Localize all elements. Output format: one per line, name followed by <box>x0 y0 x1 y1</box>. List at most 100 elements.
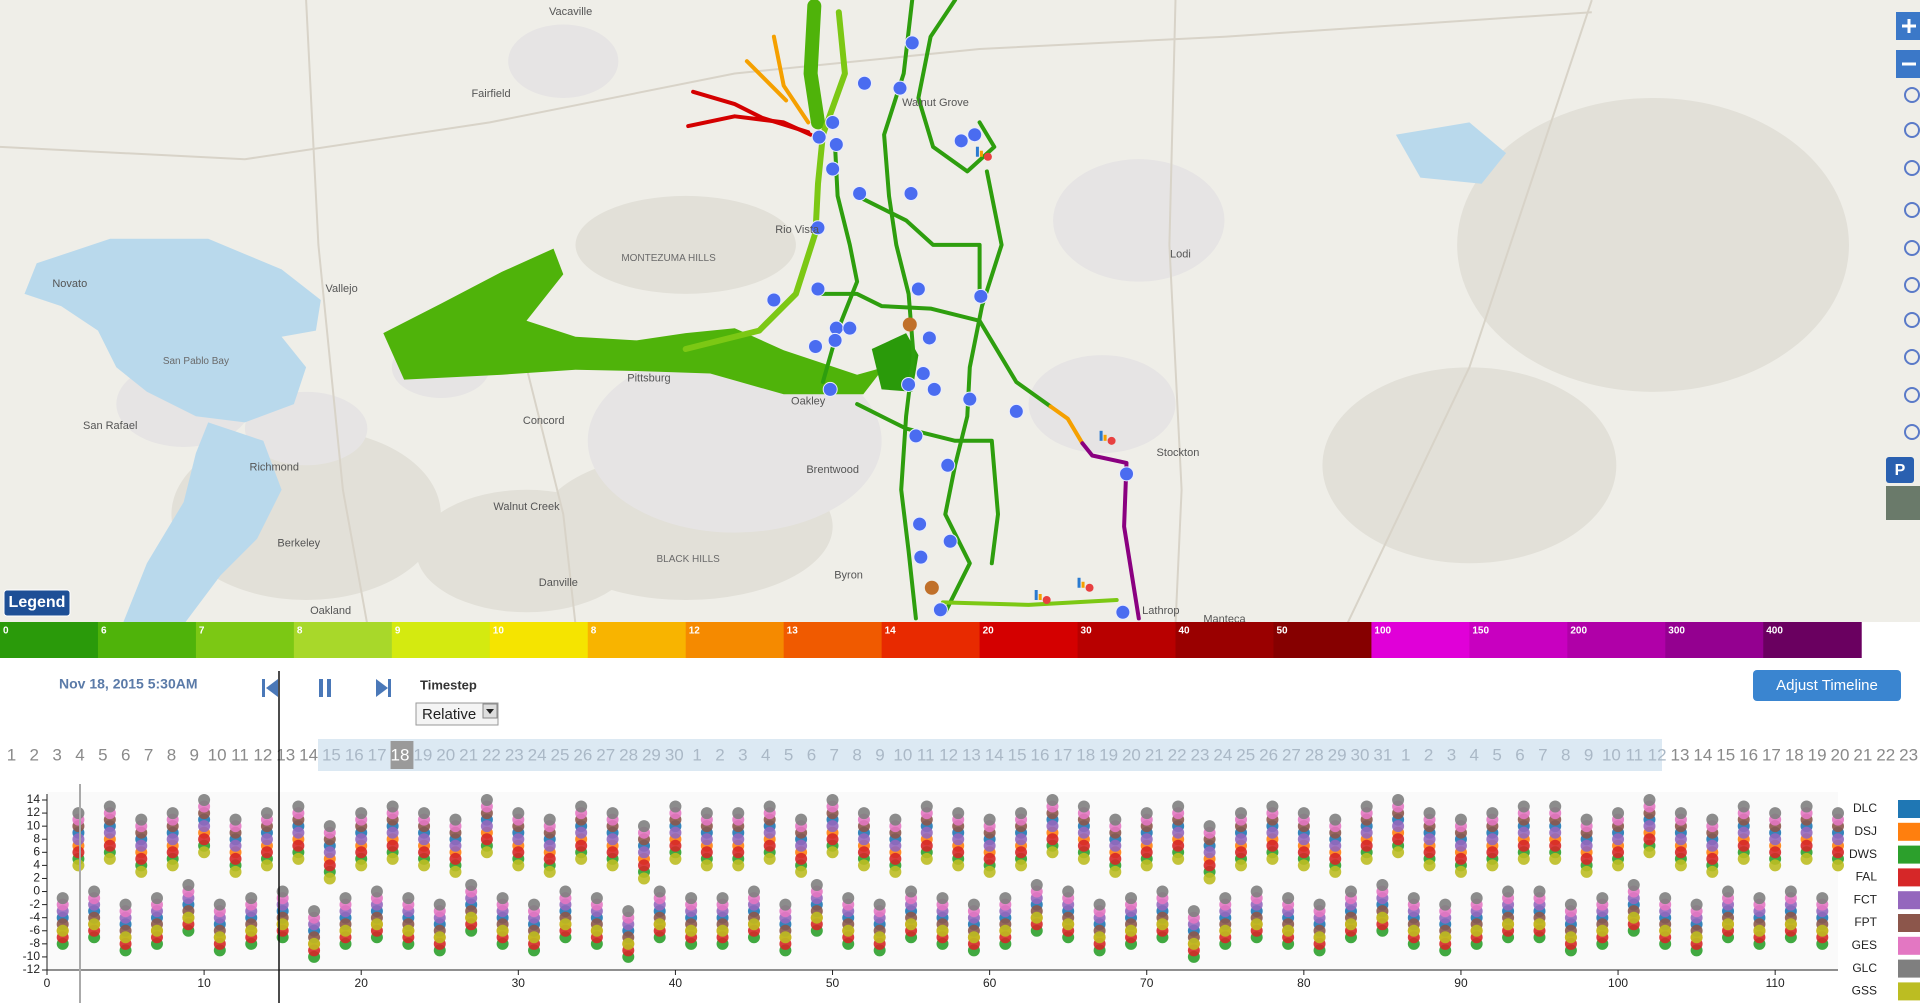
timeline-day[interactable]: 8 <box>852 745 861 764</box>
timeline-day[interactable]: 18 <box>1785 745 1804 764</box>
gate-marker[interactable] <box>924 580 939 595</box>
station-marker[interactable] <box>901 376 917 392</box>
timestep-select[interactable] <box>415 702 499 726</box>
station-marker[interactable] <box>967 127 983 143</box>
station-marker[interactable] <box>908 428 924 444</box>
timeline-day[interactable]: 5 <box>784 745 793 764</box>
tool-icon[interactable] <box>1904 277 1920 293</box>
timeline-day[interactable]: 14 <box>1693 745 1712 764</box>
timeline-day[interactable]: 10 <box>1602 745 1621 764</box>
station-marker[interactable] <box>973 288 989 304</box>
timeline-day[interactable]: 22 <box>1876 745 1895 764</box>
station-marker[interactable] <box>913 549 929 565</box>
timeline-day[interactable]: 8 <box>167 745 176 764</box>
timeline-day[interactable]: 4 <box>761 745 770 764</box>
station-marker[interactable] <box>810 220 826 236</box>
station-marker[interactable] <box>842 320 858 336</box>
timeline-day[interactable]: 26 <box>1259 745 1278 764</box>
station-marker[interactable] <box>827 332 843 348</box>
timeline-day[interactable]: 20 <box>436 745 455 764</box>
station-marker[interactable] <box>825 161 841 177</box>
timeline-day[interactable]: 22 <box>482 745 501 764</box>
timeline-day[interactable]: 4 <box>1470 745 1479 764</box>
tool-icon[interactable] <box>1904 122 1920 138</box>
station-marker[interactable] <box>810 281 826 297</box>
timeline-day[interactable]: 28 <box>1305 745 1324 764</box>
station-marker[interactable] <box>852 185 868 201</box>
timeline-day[interactable]: 17 <box>1762 745 1781 764</box>
timeline-day[interactable]: 20 <box>1122 745 1141 764</box>
tool-icon[interactable] <box>1904 387 1920 403</box>
timeline-day[interactable]: 6 <box>1515 745 1524 764</box>
station-marker[interactable] <box>962 391 978 407</box>
station-marker[interactable] <box>904 35 920 51</box>
station-marker[interactable] <box>903 185 919 201</box>
tool-icon[interactable] <box>1904 240 1920 256</box>
timeline-day[interactable]: 22 <box>1168 745 1187 764</box>
timeline-day[interactable]: 15 <box>1008 745 1027 764</box>
timeline-day[interactable]: 19 <box>1808 745 1827 764</box>
station-marker[interactable] <box>910 281 926 297</box>
station-marker[interactable] <box>940 457 956 473</box>
timeline-day[interactable]: 7 <box>830 745 839 764</box>
timeline-day[interactable]: 13 <box>962 745 981 764</box>
timeline-day[interactable]: 14 <box>299 745 318 764</box>
timeline-day[interactable]: 7 <box>1538 745 1547 764</box>
station-marker[interactable] <box>915 365 931 381</box>
station-marker[interactable] <box>932 602 948 618</box>
station-marker[interactable] <box>912 516 928 532</box>
station-marker[interactable] <box>921 330 937 346</box>
station-marker[interactable] <box>942 533 958 549</box>
gate-marker[interactable] <box>902 317 917 332</box>
timeline-day[interactable]: 17 <box>368 745 387 764</box>
timeline-day[interactable]: 20 <box>1831 745 1850 764</box>
timeline-day[interactable]: 28 <box>619 745 638 764</box>
map[interactable]: Vacaville Fairfield Vallejo Novato San Rafae… <box>0 0 1920 625</box>
station-marker[interactable] <box>953 133 969 149</box>
timeline-day[interactable]: 25 <box>1236 745 1255 764</box>
station-marker[interactable] <box>766 292 782 308</box>
tool-icon[interactable] <box>1904 87 1920 103</box>
timeline-day[interactable]: 6 <box>121 745 130 764</box>
timeline-day[interactable]: 9 <box>1584 745 1593 764</box>
station-marker[interactable] <box>1115 604 1131 620</box>
station-marker[interactable] <box>822 381 838 397</box>
timeline-day[interactable]: 10 <box>208 745 227 764</box>
timeline-day[interactable]: 31 <box>1373 745 1392 764</box>
timeline-day[interactable]: 2 <box>1424 745 1433 764</box>
timeline-day[interactable]: 3 <box>52 745 61 764</box>
timeline-day[interactable]: 15 <box>322 745 341 764</box>
station-marker[interactable] <box>892 80 908 96</box>
basemap-thumb[interactable] <box>1886 486 1920 520</box>
timeline-day[interactable]: 9 <box>875 745 884 764</box>
timeline-day[interactable]: 18 <box>391 745 410 764</box>
timeline-day[interactable]: 1 <box>7 745 16 764</box>
timeline-day[interactable]: 11 <box>917 745 935 764</box>
timeline-day[interactable]: 9 <box>190 745 199 764</box>
timeline-day[interactable]: 24 <box>528 745 547 764</box>
tool-icon[interactable] <box>1904 160 1920 176</box>
timeline-day[interactable]: 2 <box>30 745 39 764</box>
timeline-day[interactable]: 16 <box>345 745 364 764</box>
timeline-day[interactable]: 15 <box>1716 745 1735 764</box>
timeline-day[interactable]: 3 <box>1447 745 1456 764</box>
timeline-day[interactable]: 24 <box>1213 745 1232 764</box>
tool-icon[interactable] <box>1904 349 1920 365</box>
timeline-day[interactable]: 7 <box>144 745 153 764</box>
timeline-day[interactable]: 21 <box>1145 745 1164 764</box>
timeline-day[interactable]: 18 <box>1076 745 1095 764</box>
timeline-day[interactable]: 4 <box>75 745 84 764</box>
station-marker[interactable] <box>808 339 824 355</box>
timeline-day[interactable]: 12 <box>1648 745 1667 764</box>
adjust-timeline-button[interactable] <box>1753 670 1901 701</box>
station-marker[interactable] <box>825 114 841 130</box>
timeline-day[interactable]: 3 <box>738 745 747 764</box>
timeline-day[interactable]: 5 <box>98 745 107 764</box>
timeline-day[interactable]: 21 <box>459 745 478 764</box>
station-marker[interactable] <box>1119 466 1135 482</box>
timeline-day[interactable]: 14 <box>985 745 1004 764</box>
timeline-day[interactable]: 29 <box>1328 745 1347 764</box>
timeline-day[interactable]: 27 <box>596 745 615 764</box>
legend-button[interactable] <box>3 589 71 617</box>
timeline-day[interactable]: 12 <box>939 745 958 764</box>
